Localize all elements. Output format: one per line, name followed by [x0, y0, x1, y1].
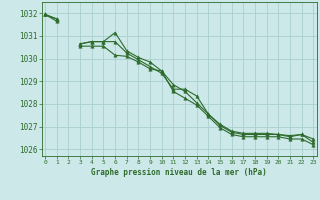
X-axis label: Graphe pression niveau de la mer (hPa): Graphe pression niveau de la mer (hPa)	[91, 168, 267, 177]
